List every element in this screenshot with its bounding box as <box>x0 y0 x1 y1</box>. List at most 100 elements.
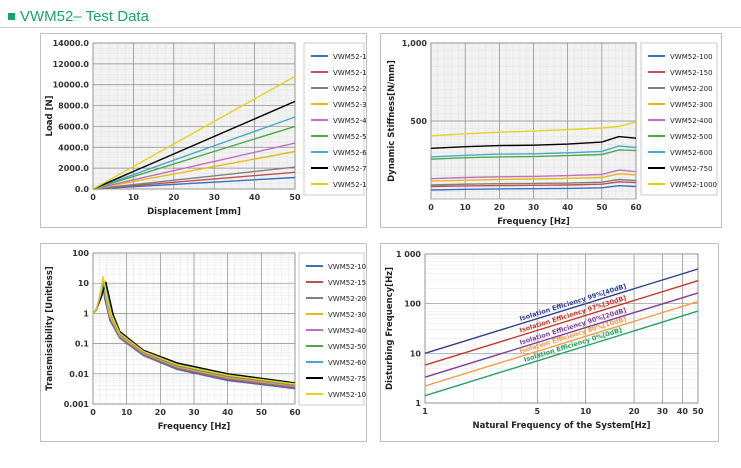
x-tick-label: 50 <box>289 193 301 202</box>
x-tick-label: 30 <box>188 408 200 417</box>
series-line <box>430 169 637 180</box>
y-tick-label: 8000.0 <box>58 102 89 111</box>
series-line <box>430 145 637 158</box>
x-tick-label: 50 <box>692 407 704 416</box>
series-line <box>424 280 699 366</box>
legend-entry: VWM52-150 <box>670 69 713 77</box>
x-tick-label: 50 <box>256 408 268 417</box>
y-tick-label: 0.001 <box>64 400 90 409</box>
x-tick-label: 20 <box>155 408 167 417</box>
x-tick-label: 20 <box>628 407 640 416</box>
isolation-efficiency-chart: 1 5 10 20 30 40 50 1 10 100 1 000 Natural Frequency… <box>385 250 704 431</box>
legend-entry: VWM52-150 <box>328 279 366 287</box>
transmissibility-panel: 0 10 20 30 40 50 60 0.001 0.01 0.1 1 10 100 Frequency… <box>40 243 367 442</box>
legend-entry: VWM52-300 <box>670 101 713 109</box>
series-line <box>92 276 296 385</box>
series-line <box>92 171 296 190</box>
series-line <box>430 121 637 137</box>
legend-entry: VWM52-200 <box>328 295 366 303</box>
x-tick-label: 60 <box>289 408 301 417</box>
page-title: VWM52– Test Data <box>20 7 149 25</box>
legend-entry: VWM52-600 <box>333 149 366 157</box>
y-tick-label: 4000.0 <box>58 143 89 152</box>
x-tick-label: 40 <box>677 407 689 416</box>
series-line <box>92 125 296 190</box>
y-tick-label: 1 000 <box>396 250 421 259</box>
y-tick-label: 14000.0 <box>53 39 90 48</box>
legend-entry: VWM52-600 <box>670 149 713 157</box>
legend-entry: VWM52-750 <box>670 165 713 173</box>
series-line <box>430 149 637 160</box>
legend-entry: VWM52-100 <box>333 53 366 61</box>
y-axis-label: Dynamic Stiffness[N/mm] <box>387 60 397 182</box>
y-tick-label: 6000.0 <box>58 122 89 131</box>
series-line <box>92 142 296 190</box>
legend-entry: VWM52-400 <box>328 327 366 335</box>
legend-entry: VWM52-200 <box>333 85 366 93</box>
legend-entry: VWM52-1000 <box>670 181 717 189</box>
legend-entry: VWM52-200 <box>670 85 713 93</box>
x-tick-label: 0 <box>428 203 434 212</box>
y-tick-label: 1,000 <box>402 39 428 48</box>
x-tick-label: 10 <box>128 193 140 202</box>
x-tick-label: 20 <box>168 193 180 202</box>
x-tick-label: 40 <box>562 203 574 212</box>
y-tick-label: 10 <box>410 349 422 358</box>
x-axis-label: Natural Frequency of the System[Hz] <box>472 421 650 431</box>
y-tick-label: 500 <box>410 117 427 126</box>
y-tick-label: 1 <box>83 309 89 318</box>
series-line <box>92 166 296 190</box>
x-tick-label: 30 <box>657 407 669 416</box>
legend-entry: VWM52-500 <box>670 133 713 141</box>
y-axis-label: Load [N] <box>45 95 55 136</box>
series-line <box>92 116 296 190</box>
series-line <box>92 150 296 190</box>
legend-entry: VWM52-600 <box>328 359 366 367</box>
series-line <box>424 300 699 387</box>
series-line <box>92 100 296 190</box>
legend-entry: VWM52-500 <box>328 343 366 351</box>
x-tick-label: 0 <box>90 408 96 417</box>
legend-entry: VWM52-500 <box>333 133 366 141</box>
series-line <box>92 176 296 190</box>
dynamic-stiffness-panel: 0 10 20 30 40 50 60 500 1,000 Frequency [Hz] Dynam… <box>380 33 722 228</box>
legend-entry: VWM52-400 <box>333 117 366 125</box>
series-line <box>92 75 296 190</box>
x-tick-label: 50 <box>596 203 608 212</box>
x-tick-label: 5 <box>535 407 541 416</box>
series-line <box>430 172 637 182</box>
y-tick-label: 0.1 <box>75 340 90 349</box>
series-line <box>430 181 637 188</box>
y-axis-label: Transmissibility [Unitless] <box>45 266 55 391</box>
series-line <box>424 310 699 397</box>
x-tick-label: 40 <box>222 408 234 417</box>
legend-entry: VWM52-150 <box>333 69 366 77</box>
x-tick-label: 10 <box>460 203 472 212</box>
series-line <box>430 178 637 186</box>
y-tick-label: 100 <box>404 300 421 309</box>
legend-entry: VWM52-750 <box>333 165 366 173</box>
header-divider <box>0 27 741 28</box>
legend-entry: VWM52-750 <box>328 375 366 383</box>
isolation-efficiency-panel: 1 5 10 20 30 40 50 1 10 100 1 000 Natural Frequency… <box>380 243 719 442</box>
legend-entry: VWM52-400 <box>670 117 713 125</box>
x-tick-label: 30 <box>528 203 540 212</box>
legend-entry: VWM52-100 <box>328 263 366 271</box>
dynamic-stiffness-chart: 0 10 20 30 40 50 60 500 1,000 Frequency [Hz] Dynam… <box>387 39 718 227</box>
legend-entry: VWM52-300 <box>333 101 366 109</box>
x-axis-label: Frequency [Hz] <box>497 217 570 227</box>
legend-entry: VWM52-1000 <box>333 181 366 189</box>
legend-entry: VWM52-1000 <box>328 391 366 399</box>
x-tick-label: 10 <box>580 407 592 416</box>
legend-entry: VWM52-300 <box>328 311 366 319</box>
y-tick-label: 0.01 <box>69 370 89 379</box>
page-header: VWM52– Test Data <box>8 6 149 26</box>
y-tick-label: 10000.0 <box>53 81 90 90</box>
x-tick-label: 20 <box>494 203 506 212</box>
transmissibility-chart: 0 10 20 30 40 50 60 0.001 0.01 0.1 1 10 100 Frequency… <box>45 249 366 432</box>
y-tick-label: 0.0 <box>75 185 90 194</box>
header-bullet-icon <box>8 12 15 20</box>
load-displacement-panel: 0 10 20 30 40 50 0.0 2000.0 4000.0 6000.0 8000.0 10… <box>40 33 367 228</box>
series-line <box>424 268 699 354</box>
y-tick-label: 1 <box>415 399 421 408</box>
